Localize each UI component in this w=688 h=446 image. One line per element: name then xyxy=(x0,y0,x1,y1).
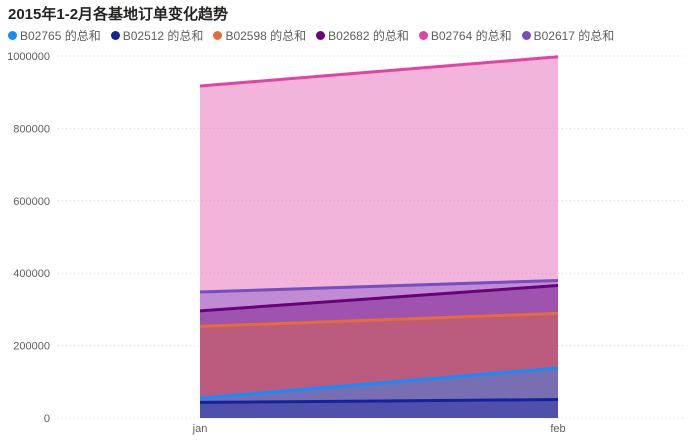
legend-marker-icon xyxy=(213,31,223,40)
legend-item-b02682[interactable]: B02682 的总和 xyxy=(316,27,409,44)
legend-item-b02765[interactable]: B02765 的总和 xyxy=(8,27,101,44)
legend: B02765 的总和 B02512 的总和 B02598 的总和 B02682 … xyxy=(8,27,618,44)
line-b02682 xyxy=(199,284,559,313)
legend-marker-icon xyxy=(110,31,120,40)
legend-label: B02512 的总和 xyxy=(122,29,204,43)
legend-item-b02512[interactable]: B02512 的总和 xyxy=(110,27,204,44)
legend-marker-icon xyxy=(316,31,326,40)
legend-label: B02617 的总和 xyxy=(533,29,615,43)
x-tick-label: feb xyxy=(550,423,565,435)
line-b02617 xyxy=(199,278,559,294)
legend-label: B02764 的总和 xyxy=(430,29,512,43)
line-b02764 xyxy=(199,55,559,88)
x-tick-label: jan xyxy=(192,423,208,435)
legend-marker-icon xyxy=(8,31,17,40)
y-tick-label: 800000 xyxy=(13,123,50,135)
chart-title: 2015年1-2月各基地订单变化趋势 xyxy=(8,6,229,23)
area-b02682 xyxy=(200,285,558,418)
legend-label: B02682 的总和 xyxy=(328,29,409,43)
legend-marker-icon xyxy=(418,31,428,40)
area-b02617 xyxy=(200,280,558,418)
y-tick-label: 1000000 xyxy=(7,51,50,63)
line-b02512 xyxy=(199,398,559,404)
y-tick-label: 200000 xyxy=(13,341,50,353)
legend-item-b02598[interactable]: B02598 的总和 xyxy=(213,27,306,44)
line-b02598 xyxy=(199,311,559,328)
legend-label: B02765 的总和 xyxy=(20,29,101,43)
legend-label: B02598 的总和 xyxy=(225,29,307,43)
y-tick-label: 400000 xyxy=(13,268,50,280)
y-tick-label: 0 xyxy=(44,413,50,425)
legend-marker-icon xyxy=(521,31,531,40)
line-b02765 xyxy=(199,366,559,400)
y-tick-label: 600000 xyxy=(13,196,50,208)
legend-item-b02764[interactable]: B02764 的总和 xyxy=(418,27,512,44)
legend-item-b02617[interactable]: B02617 的总和 xyxy=(521,27,615,44)
area-b02765 xyxy=(200,368,558,418)
area-b02764 xyxy=(200,56,558,418)
area-b02512 xyxy=(200,399,558,418)
